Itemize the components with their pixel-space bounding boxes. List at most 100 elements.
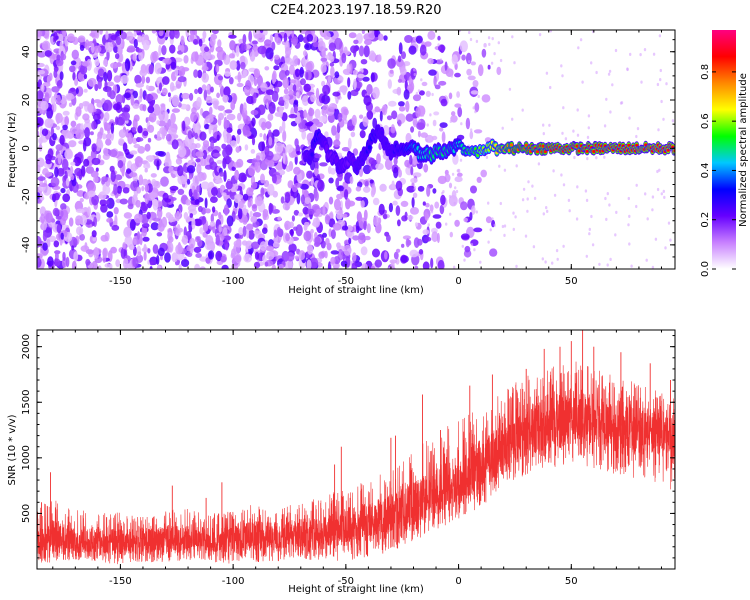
heatmap-cell xyxy=(402,235,411,240)
heatmap-cell xyxy=(41,128,49,136)
heatmap-cell xyxy=(180,103,188,110)
heatmap-cell xyxy=(660,99,663,104)
heatmap-cell xyxy=(178,264,182,269)
heatmap-cell xyxy=(266,251,275,261)
heatmap-cell xyxy=(485,216,492,224)
heatmap-cell xyxy=(62,124,68,131)
heatmap-cell xyxy=(251,136,256,146)
colorbar: 0.0 0.2 0.4 0.6 0.8 Normalized spectral ampl… xyxy=(700,30,749,277)
heatmap-cell xyxy=(581,80,584,84)
heatmap-cell xyxy=(241,42,247,52)
heatmap-cell xyxy=(410,177,418,184)
heatmap-cell xyxy=(398,42,403,55)
heatmap-cell xyxy=(44,118,54,128)
heatmap-cell xyxy=(292,55,299,67)
heatmap-cell xyxy=(353,78,357,90)
heatmap-cell xyxy=(501,224,505,229)
heatmap-cell xyxy=(590,61,593,65)
heatmap-cell xyxy=(333,139,341,148)
heatmap-cell xyxy=(160,176,169,187)
heatmap-cell xyxy=(479,260,482,264)
heatmap-cell xyxy=(246,95,255,105)
heatmap-cell xyxy=(324,250,328,259)
x-tick-label: -50 xyxy=(338,576,354,587)
heatmap-cell xyxy=(368,50,376,61)
heatmap-cell xyxy=(585,198,589,202)
heatmap-cell xyxy=(51,86,60,93)
heatmap-cell xyxy=(118,129,126,139)
heatmap-cell xyxy=(100,234,109,242)
heatmap-cell xyxy=(434,84,441,90)
heatmap-cell xyxy=(246,191,254,196)
heatmap-cell xyxy=(215,64,220,73)
spectrogram-panel: -150 -100 -50 0 50 -40 -20 0 20 40 Height of str… xyxy=(7,29,676,296)
heatmap-cell xyxy=(129,219,136,231)
heatmap-cell xyxy=(155,151,165,156)
heatmap-cell xyxy=(193,38,198,45)
heatmap-cell xyxy=(284,99,289,110)
heatmap-cell xyxy=(55,144,63,151)
heatmap-cell xyxy=(205,208,211,214)
heatmap-cell xyxy=(156,160,160,171)
y-tick-label: 0 xyxy=(21,145,32,151)
heatmap-cell xyxy=(526,209,529,213)
heatmap-cell xyxy=(257,45,267,55)
heatmap-cell xyxy=(461,244,464,248)
heatmap-cell xyxy=(262,227,268,234)
heatmap-cell xyxy=(133,31,137,37)
heatmap-cell xyxy=(47,256,54,267)
heatmap-cell xyxy=(134,213,143,224)
heatmap-cell xyxy=(175,157,183,165)
heatmap-cell xyxy=(320,63,327,73)
heatmap-cell xyxy=(122,242,126,250)
heatmap-cell xyxy=(158,82,163,92)
heatmap-cell xyxy=(57,167,65,177)
heatmap-cell xyxy=(115,53,120,60)
heatmap-cell xyxy=(357,181,363,188)
heatmap-cell xyxy=(562,106,565,110)
heatmap-cell xyxy=(291,215,295,222)
heatmap-cell xyxy=(156,120,160,125)
heatmap-cell xyxy=(209,35,216,47)
heatmap-cell xyxy=(607,72,611,76)
heatmap-cell xyxy=(656,169,659,174)
heatmap-cell xyxy=(386,234,391,243)
snr-x-label: Height of straight line (km) xyxy=(288,584,424,595)
heatmap-cell xyxy=(629,52,632,57)
heatmap-cell xyxy=(256,75,263,87)
heatmap-cell xyxy=(103,99,113,112)
heatmap-cell xyxy=(306,170,314,179)
heatmap-cell xyxy=(186,165,196,174)
heatmap-cell xyxy=(284,223,289,231)
heatmap-cell xyxy=(368,157,376,165)
heatmap-cell xyxy=(133,114,140,122)
heatmap-cell xyxy=(268,239,274,248)
heatmap-cell xyxy=(82,101,90,107)
heatmap-cell xyxy=(181,259,190,267)
heatmap-cell xyxy=(302,206,309,215)
heatmap-cell xyxy=(243,253,252,263)
heatmap-cell xyxy=(282,202,291,211)
heatmap-cell xyxy=(263,180,270,188)
heatmap-cell xyxy=(470,128,473,132)
heatmap-cell xyxy=(174,67,179,77)
heatmap-cell xyxy=(138,52,144,61)
heatmap-cell xyxy=(521,198,525,202)
heatmap-cell xyxy=(418,119,421,123)
heatmap-cell xyxy=(55,58,64,67)
heatmap-cell xyxy=(182,120,186,132)
heatmap-cell xyxy=(370,189,375,198)
heatmap-cell xyxy=(114,214,118,226)
heatmap-cell xyxy=(102,185,111,195)
heatmap-cell xyxy=(300,194,305,205)
heatmap-cell xyxy=(433,111,440,116)
heatmap-cell xyxy=(305,122,314,127)
heatmap-cell xyxy=(437,43,440,47)
heatmap-cell xyxy=(584,189,588,193)
heatmap-cell xyxy=(37,164,41,174)
heatmap-cell xyxy=(303,230,312,242)
heatmap-cell xyxy=(604,196,607,201)
heatmap-ridge-cell xyxy=(507,148,511,152)
heatmap-cell xyxy=(255,196,263,207)
heatmap-cell xyxy=(233,240,242,248)
